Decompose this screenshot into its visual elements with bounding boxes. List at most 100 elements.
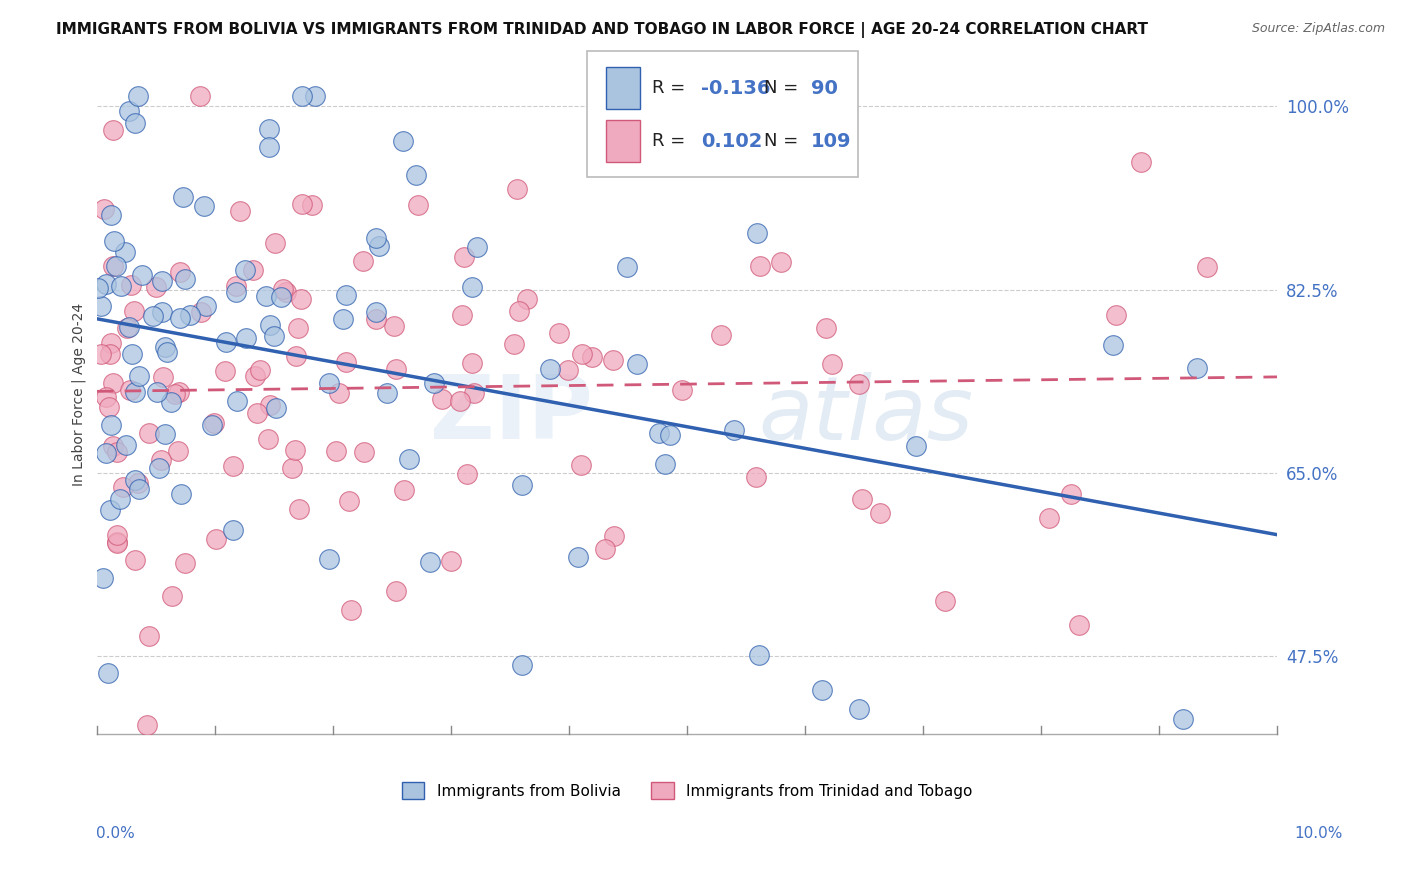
Text: -0.136: -0.136 bbox=[702, 78, 770, 98]
Point bbox=[934, 594, 956, 608]
Point bbox=[848, 702, 870, 716]
Point bbox=[508, 304, 530, 318]
Point bbox=[105, 536, 128, 550]
Point bbox=[557, 363, 579, 377]
Point bbox=[118, 319, 141, 334]
Point bbox=[581, 350, 603, 364]
Legend: Immigrants from Bolivia, Immigrants from Trinidad and Tobago: Immigrants from Bolivia, Immigrants from… bbox=[395, 776, 979, 805]
Text: N =: N = bbox=[763, 132, 804, 150]
Point bbox=[406, 198, 429, 212]
Point bbox=[748, 648, 770, 662]
Point bbox=[538, 361, 561, 376]
Point bbox=[510, 478, 533, 492]
Point bbox=[225, 285, 247, 299]
Point bbox=[152, 369, 174, 384]
Point bbox=[124, 553, 146, 567]
Point bbox=[1197, 260, 1219, 274]
Point bbox=[325, 444, 347, 458]
Point bbox=[193, 199, 215, 213]
Point bbox=[366, 230, 388, 244]
Point bbox=[749, 259, 772, 273]
Point bbox=[451, 309, 474, 323]
Point bbox=[271, 282, 294, 296]
Point bbox=[214, 364, 236, 378]
Point bbox=[215, 334, 238, 349]
Text: Source: ZipAtlas.com: Source: ZipAtlas.com bbox=[1251, 22, 1385, 36]
Point bbox=[1105, 308, 1128, 322]
Point bbox=[221, 459, 243, 474]
Point bbox=[114, 245, 136, 260]
Point bbox=[87, 281, 110, 295]
Point bbox=[270, 290, 292, 304]
Point bbox=[821, 357, 844, 371]
Point bbox=[287, 320, 309, 334]
Point bbox=[465, 240, 488, 254]
Point bbox=[335, 288, 357, 302]
Point bbox=[124, 385, 146, 400]
Point bbox=[142, 309, 165, 323]
Point bbox=[304, 89, 326, 103]
Point bbox=[257, 140, 280, 154]
Point bbox=[94, 446, 117, 460]
Point bbox=[285, 350, 308, 364]
Text: 109: 109 bbox=[811, 131, 852, 151]
Point bbox=[440, 554, 463, 568]
Point bbox=[150, 274, 173, 288]
FancyBboxPatch shape bbox=[606, 120, 640, 162]
Point bbox=[242, 263, 264, 277]
Point bbox=[169, 384, 191, 399]
Point bbox=[246, 406, 269, 420]
Point bbox=[115, 320, 138, 334]
Text: 10.0%: 10.0% bbox=[1295, 826, 1343, 841]
Point bbox=[128, 368, 150, 383]
Point bbox=[170, 487, 193, 501]
Point bbox=[571, 347, 593, 361]
Point bbox=[127, 475, 149, 490]
Text: 0.102: 0.102 bbox=[702, 131, 762, 151]
Point bbox=[257, 432, 280, 446]
Point bbox=[904, 439, 927, 453]
Point bbox=[1038, 511, 1060, 525]
Point bbox=[318, 376, 340, 390]
Text: 0.0%: 0.0% bbox=[96, 826, 135, 841]
Point bbox=[148, 461, 170, 475]
Text: N =: N = bbox=[763, 79, 804, 97]
Point bbox=[288, 502, 311, 516]
Point bbox=[318, 552, 340, 566]
Point bbox=[149, 453, 172, 467]
Point bbox=[377, 385, 399, 400]
Point bbox=[773, 89, 796, 103]
Point bbox=[228, 204, 250, 219]
Point bbox=[547, 326, 569, 340]
Text: R =: R = bbox=[652, 79, 690, 97]
Point bbox=[120, 277, 142, 292]
Point bbox=[745, 226, 768, 240]
Point bbox=[463, 385, 485, 400]
Point bbox=[108, 491, 131, 506]
Point bbox=[352, 253, 374, 268]
Text: IMMIGRANTS FROM BOLIVIA VS IMMIGRANTS FROM TRINIDAD AND TOBAGO IN LABOR FORCE | : IMMIGRANTS FROM BOLIVIA VS IMMIGRANTS FR… bbox=[56, 22, 1149, 38]
Point bbox=[512, 657, 534, 672]
Point bbox=[94, 277, 117, 292]
Point bbox=[118, 103, 141, 118]
Point bbox=[603, 529, 626, 543]
Point bbox=[449, 393, 471, 408]
Point bbox=[1185, 361, 1208, 376]
Point bbox=[848, 376, 870, 391]
Text: R =: R = bbox=[652, 132, 690, 150]
Point bbox=[103, 123, 125, 137]
Point bbox=[364, 305, 387, 319]
Point bbox=[101, 259, 124, 273]
Point bbox=[367, 239, 389, 253]
Point bbox=[461, 280, 484, 294]
Point bbox=[710, 327, 733, 342]
Point bbox=[392, 134, 415, 148]
Point bbox=[169, 265, 191, 279]
Point bbox=[567, 550, 589, 565]
Point bbox=[202, 416, 225, 430]
Point bbox=[124, 116, 146, 130]
Point bbox=[155, 427, 177, 442]
Point bbox=[165, 386, 187, 401]
Point bbox=[155, 340, 177, 354]
Point bbox=[769, 255, 792, 269]
